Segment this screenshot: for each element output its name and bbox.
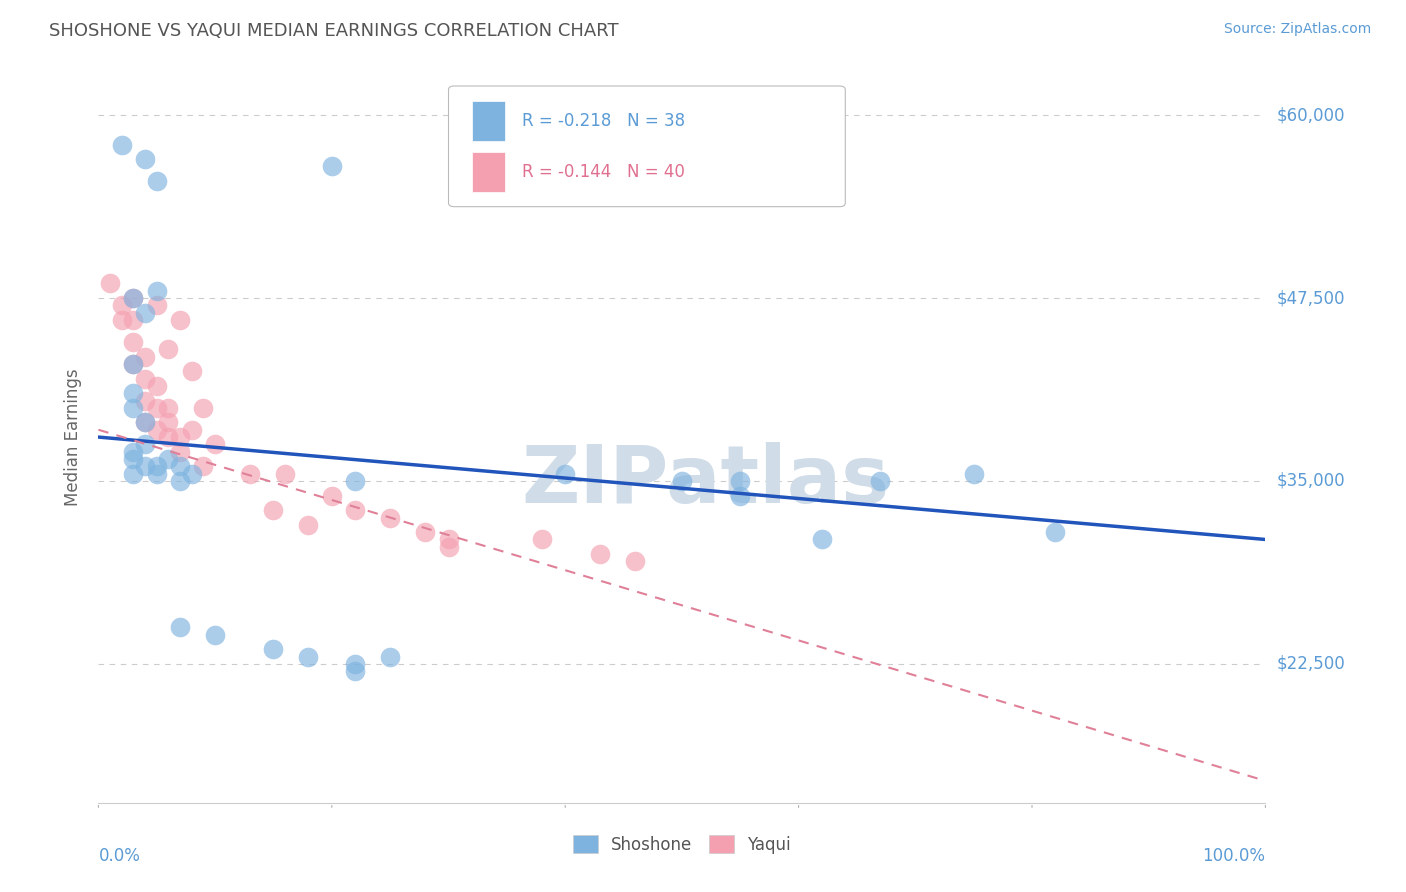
Point	[146, 467, 169, 481]
Point	[98, 277, 121, 291]
Point	[146, 284, 169, 298]
Point	[146, 174, 169, 188]
Text: 0.0%: 0.0%	[98, 847, 141, 864]
Point	[962, 467, 984, 481]
Point	[169, 313, 191, 327]
Point	[169, 620, 191, 634]
Text: R = -0.144   N = 40: R = -0.144 N = 40	[522, 163, 685, 181]
Point	[134, 350, 156, 364]
Text: ZIPatlas: ZIPatlas	[522, 442, 890, 520]
Point	[134, 437, 156, 451]
Point	[111, 313, 134, 327]
Point	[589, 547, 612, 561]
Point	[122, 313, 145, 327]
Text: Source: ZipAtlas.com: Source: ZipAtlas.com	[1223, 22, 1371, 37]
Point	[146, 298, 169, 312]
Point	[180, 467, 202, 481]
Point	[122, 386, 145, 401]
Point	[122, 291, 145, 305]
Point	[811, 533, 834, 547]
Point	[321, 160, 343, 174]
Point	[122, 452, 145, 467]
Point	[134, 416, 156, 430]
Text: $47,500: $47,500	[1277, 289, 1346, 307]
Point	[157, 430, 180, 444]
Point	[1045, 525, 1067, 540]
Point	[122, 291, 145, 305]
Point	[204, 627, 226, 641]
Point	[437, 540, 460, 554]
Point	[157, 452, 180, 467]
Point	[730, 474, 752, 488]
Point	[146, 379, 169, 393]
Point	[344, 657, 367, 671]
Text: $22,500: $22,500	[1277, 655, 1346, 673]
Y-axis label: Median Earnings: Median Earnings	[65, 368, 83, 506]
Point	[134, 393, 156, 408]
Point	[437, 533, 460, 547]
Point	[869, 474, 891, 488]
Text: $60,000: $60,000	[1277, 106, 1346, 124]
Point	[134, 152, 156, 166]
Point	[380, 510, 402, 524]
Point	[180, 364, 202, 378]
Point	[146, 401, 169, 415]
Point	[344, 664, 367, 678]
Point	[380, 649, 402, 664]
Text: SHOSHONE VS YAQUI MEDIAN EARNINGS CORRELATION CHART: SHOSHONE VS YAQUI MEDIAN EARNINGS CORREL…	[49, 22, 619, 40]
Point	[111, 298, 134, 312]
Point	[134, 306, 156, 320]
Point	[157, 416, 180, 430]
Point	[169, 444, 191, 458]
Point	[180, 423, 202, 437]
Point	[122, 401, 145, 415]
Text: $35,000: $35,000	[1277, 472, 1346, 490]
Point	[193, 401, 215, 415]
Point	[344, 503, 367, 517]
Point	[157, 401, 180, 415]
Point	[321, 489, 343, 503]
Point	[169, 459, 191, 474]
Point	[169, 474, 191, 488]
Point	[169, 430, 191, 444]
Point	[157, 343, 180, 357]
Point	[122, 357, 145, 371]
Bar	[472, 101, 505, 141]
Point	[122, 467, 145, 481]
Point	[122, 357, 145, 371]
Point	[122, 334, 145, 349]
Point	[204, 437, 226, 451]
Point	[413, 525, 436, 540]
Point	[134, 459, 156, 474]
Point	[297, 649, 319, 664]
Point	[146, 459, 169, 474]
Point	[134, 416, 156, 430]
Point	[554, 467, 576, 481]
Point	[262, 503, 284, 517]
Point	[624, 554, 647, 568]
Point	[134, 371, 156, 385]
FancyBboxPatch shape	[449, 86, 845, 207]
Text: 100.0%: 100.0%	[1202, 847, 1265, 864]
Point	[239, 467, 262, 481]
Bar	[472, 152, 505, 192]
Point	[262, 642, 284, 657]
Point	[530, 533, 553, 547]
Point	[146, 423, 169, 437]
Point	[671, 474, 693, 488]
Point	[730, 489, 752, 503]
Point	[274, 467, 297, 481]
Point	[122, 444, 145, 458]
Legend: Shoshone, Yaqui: Shoshone, Yaqui	[567, 829, 797, 860]
Point	[111, 137, 134, 152]
Point	[297, 517, 319, 532]
Point	[193, 459, 215, 474]
Point	[344, 474, 367, 488]
Text: R = -0.218   N = 38: R = -0.218 N = 38	[522, 112, 685, 129]
